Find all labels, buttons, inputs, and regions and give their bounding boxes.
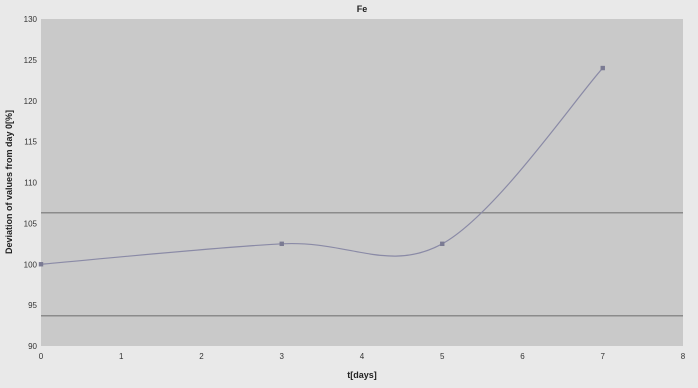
data-point — [38, 262, 44, 267]
x-tick-label: 3 — [280, 352, 285, 361]
y-tick-label: 100 — [24, 260, 38, 269]
y-axis-title: Deviation of values from day 0[%] — [4, 110, 14, 254]
y-tick-label: 115 — [24, 138, 37, 147]
data-point — [440, 241, 445, 247]
series-layer — [38, 65, 605, 267]
y-axis-ticks: 90 95 100 105 110 115 120 125 130 — [24, 15, 38, 351]
y-tick-label: 110 — [24, 179, 37, 188]
y-tick-label: 125 — [24, 56, 38, 65]
data-point — [279, 241, 284, 247]
chart-title: Fe — [357, 4, 368, 14]
x-tick-label: 2 — [199, 352, 204, 361]
x-axis-title: t[days] — [347, 370, 377, 380]
series-line — [40, 67, 604, 265]
y-tick-label: 120 — [24, 97, 38, 106]
x-tick-label: 0 — [39, 352, 44, 361]
x-tick-label: 5 — [440, 352, 445, 361]
x-tick-label: 8 — [681, 352, 686, 361]
y-tick-label: 130 — [24, 15, 38, 24]
y-tick-label: 95 — [28, 301, 37, 310]
x-tick-label: 4 — [360, 352, 365, 361]
x-axis-ticks: 0 1 2 3 4 5 6 7 8 — [39, 352, 686, 361]
data-point — [600, 65, 605, 71]
x-tick-label: 6 — [520, 352, 525, 361]
x-tick-label: 7 — [601, 352, 606, 361]
y-tick-label: 90 — [28, 342, 37, 351]
reference-lines — [41, 211, 683, 317]
y-tick-label: 105 — [24, 219, 38, 228]
x-tick-label: 1 — [119, 352, 124, 361]
plot-area-background — [41, 19, 683, 346]
